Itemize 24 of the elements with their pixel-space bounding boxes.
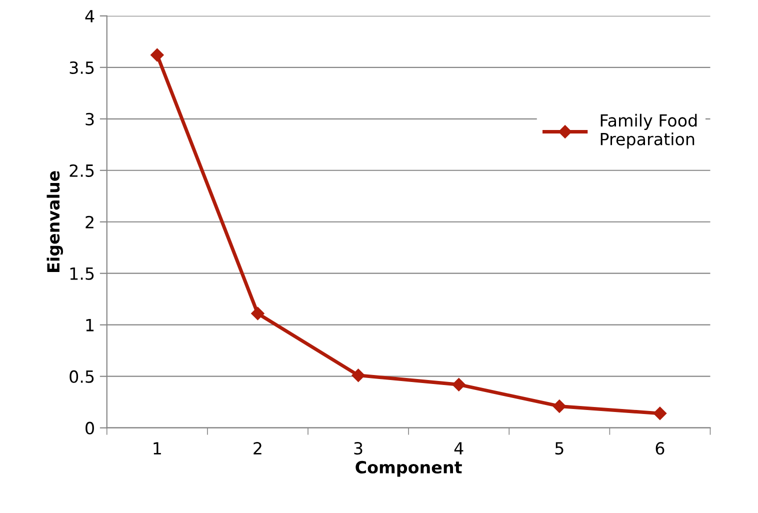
x-tick-label: 1 [154,442,161,454]
x-tick-label: 3 [354,442,362,455]
y-tick-label: 2.5 [70,164,94,177]
y-tick-label: 4 [85,10,94,22]
y-tick-label: 0.5 [70,370,94,383]
y-tick-label: 3.5 [70,61,94,74]
y-tick-label: 1.5 [70,268,94,280]
x-axis-title: Component [356,460,462,477]
legend-label: Family Food Preparation [600,114,697,149]
point [653,406,667,420]
x-tick-label: 5 [555,442,564,455]
y-tick-label: 2 [86,216,94,228]
point [251,306,264,320]
point [452,378,466,392]
point [552,400,566,413]
point [352,368,365,382]
x-tick-label: 2 [254,442,262,454]
x-tick-label: 6 [656,442,664,455]
point [150,48,164,62]
y-tick-label: 0 [86,422,94,434]
y-axis-title: Eigenvalue [46,171,64,272]
y-tick-label: 1 [86,319,94,332]
y-tick-label: 3 [86,112,94,126]
x-tick-label: 4 [454,442,464,454]
